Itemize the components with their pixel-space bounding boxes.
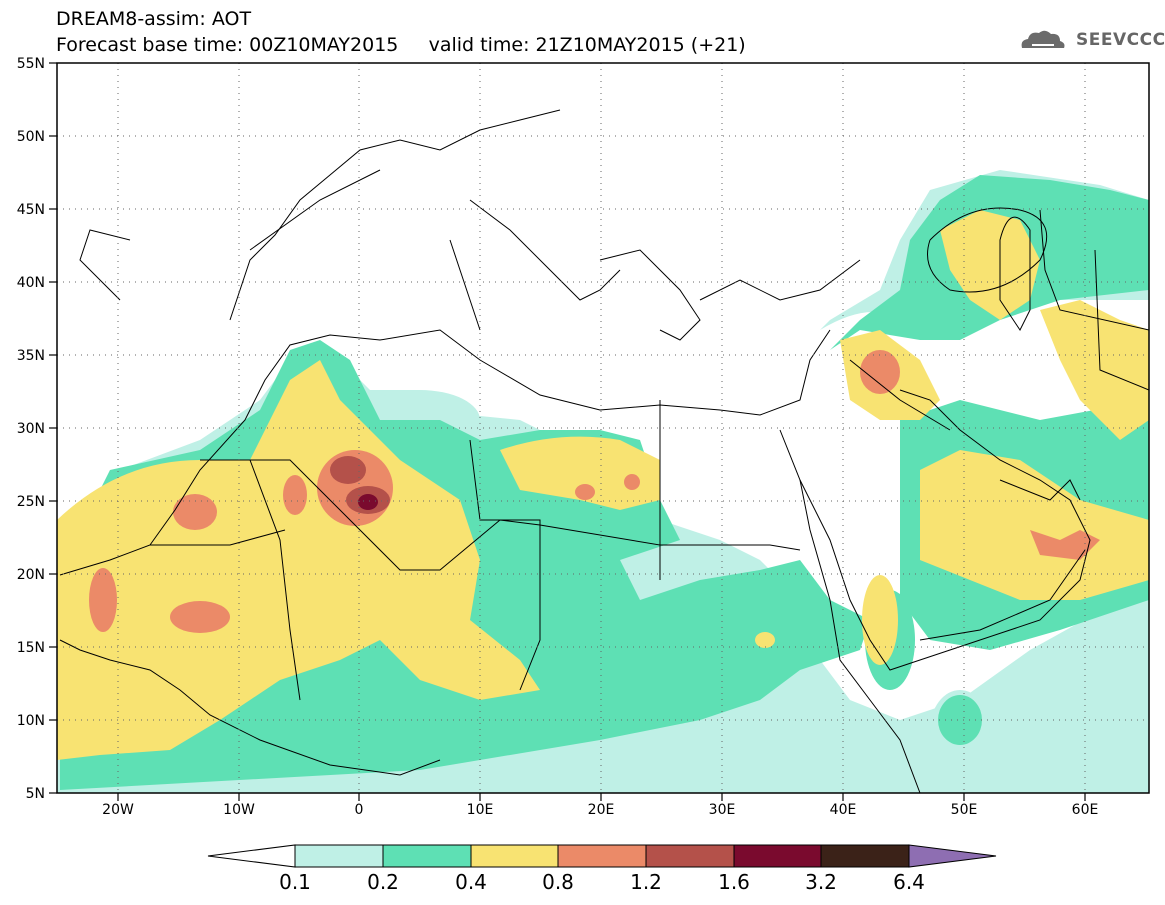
colorbar-label: 0.8 — [542, 870, 574, 894]
lat-label: 25N — [17, 494, 45, 510]
colorbar-label: 0.4 — [455, 870, 487, 894]
cloud-logo-icon — [1021, 30, 1065, 48]
lat-label: 20N — [17, 567, 45, 583]
tick-marks — [49, 62, 1086, 801]
colorbar-swatch — [382, 844, 472, 868]
lon-label: 40E — [830, 802, 857, 818]
lat-label: 15N — [17, 640, 45, 656]
lon-label: 0 — [355, 802, 364, 818]
gridlines — [57, 63, 1149, 793]
lon-label: 50E — [951, 802, 978, 818]
colorbar-swatch — [908, 844, 997, 868]
lon-label: 20W — [102, 802, 134, 818]
lon-label: 60E — [1072, 802, 1099, 818]
lon-label: 20E — [588, 802, 615, 818]
colorbar-swatch — [207, 844, 296, 868]
colorbar — [207, 844, 997, 868]
colorbar-label: 0.2 — [367, 870, 399, 894]
lat-label: 55N — [17, 56, 45, 72]
logo-text: SEEVCCC — [1076, 30, 1165, 50]
lat-label: 10N — [17, 713, 45, 729]
lon-label: 10W — [223, 802, 255, 818]
colorbar-swatch — [820, 844, 910, 868]
lat-label: 35N — [17, 348, 45, 364]
colorbar-swatch — [733, 844, 822, 868]
valid-time: valid time: 21Z10MAY2015 (+21) — [428, 34, 746, 56]
colorbar-label: 6.4 — [893, 870, 925, 894]
lon-label: 30E — [709, 802, 736, 818]
lon-label: 10E — [467, 802, 494, 818]
colorbar-label: 1.2 — [630, 870, 662, 894]
colorbar-swatch — [557, 844, 647, 868]
lat-label: 30N — [17, 421, 45, 437]
colorbar-label: 0.1 — [279, 870, 311, 894]
lat-label: 5N — [26, 786, 45, 802]
colorbar-label: 1.6 — [718, 870, 750, 894]
lat-label: 45N — [17, 202, 45, 218]
colorbar-swatch — [294, 844, 384, 868]
lat-label: 50N — [17, 129, 45, 145]
colorbar-swatch — [470, 844, 559, 868]
base-time: Forecast base time: 00Z10MAY2015 — [56, 34, 399, 56]
colorbar-swatch — [645, 844, 735, 868]
map-title: DREAM8-assim: AOT — [56, 8, 252, 30]
lat-label: 40N — [17, 275, 45, 291]
aot-field — [57, 170, 1149, 793]
time-info: Forecast base time: 00Z10MAY2015 valid t… — [56, 34, 746, 56]
colorbar-label: 3.2 — [805, 870, 837, 894]
